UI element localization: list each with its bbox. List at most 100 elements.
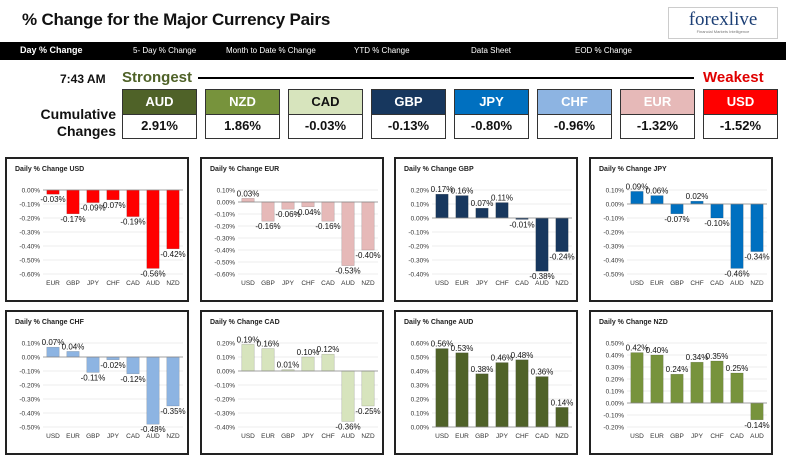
bar-aud [341, 370, 355, 422]
y-tick-label: 0.30% [606, 364, 625, 371]
data-label: 0.46% [491, 354, 514, 363]
data-label: 0.19% [237, 335, 260, 344]
nav-day-change[interactable]: Day % Change [20, 45, 83, 55]
y-tick-label: 0.00% [217, 368, 236, 375]
x-tick-label: CHF [515, 433, 528, 440]
data-label: -0.04% [295, 208, 320, 217]
data-label: 0.35% [706, 352, 729, 361]
currency-cumulative-value: -1.52% [703, 115, 778, 139]
bar-jpy [301, 356, 315, 372]
y-tick-label: -0.20% [408, 243, 429, 250]
currency-cumulative-value: -0.13% [371, 115, 446, 139]
currency-code: NZD [205, 89, 280, 115]
currency-code: CAD [288, 89, 363, 115]
page-title: % Change for the Major Currency Pairs [22, 10, 331, 29]
data-label: 0.16% [451, 187, 474, 196]
x-tick-label: USD [630, 280, 644, 287]
data-label: 0.10% [297, 348, 320, 357]
data-label: -0.35% [160, 407, 185, 416]
data-label: -0.42% [160, 250, 185, 259]
x-tick-label: GBP [281, 433, 295, 440]
bar-jpy [690, 361, 704, 404]
x-tick-label: NZD [361, 280, 375, 287]
y-tick-label: -0.40% [603, 257, 624, 264]
chart-title: Daily % Change NZD [599, 319, 668, 326]
bar-aud [146, 189, 160, 269]
bar-aud [730, 203, 744, 269]
nav-data-sheet[interactable]: Data Sheet [471, 46, 512, 55]
y-tick-label: 0.60% [411, 340, 430, 347]
y-tick-label: 0.10% [411, 410, 430, 417]
bar-jpy [495, 362, 509, 428]
x-tick-label: NZD [555, 433, 569, 440]
data-label: -0.07% [664, 215, 689, 224]
y-tick-label: -0.20% [214, 223, 235, 230]
y-tick-label: 0.00% [606, 201, 625, 208]
x-tick-label: GBP [475, 433, 489, 440]
chart-title: Daily % Change JPY [599, 166, 667, 173]
bar-usd [435, 193, 449, 219]
x-tick-label: GBP [670, 433, 684, 440]
chart-title: Daily % Change AUD [404, 319, 474, 326]
y-tick-label: 0.00% [22, 187, 41, 194]
currency-box-nzd: NZD 1.86% [205, 89, 280, 139]
data-label: 0.42% [626, 344, 649, 353]
y-tick-label: 0.10% [411, 201, 430, 208]
y-tick-label: -0.10% [19, 368, 40, 375]
x-tick-label: NZD [750, 280, 764, 287]
y-tick-label: 0.20% [217, 340, 236, 347]
x-tick-label: CHF [710, 433, 723, 440]
x-tick-label: GBP [261, 280, 275, 287]
y-tick-label: 0.00% [22, 354, 41, 361]
data-label: 0.34% [686, 353, 709, 362]
data-label: 0.24% [666, 365, 689, 374]
y-tick-label: -0.50% [603, 271, 624, 278]
y-tick-label: -0.10% [603, 412, 624, 419]
currency-cumulative-value: 2.91% [122, 115, 197, 139]
bar-nzd [361, 370, 375, 407]
y-tick-label: -0.50% [19, 257, 40, 264]
y-tick-label: -0.40% [214, 424, 235, 431]
nav-5day-change[interactable]: 5- Day % Change [133, 46, 197, 55]
data-label: -0.07% [100, 201, 125, 210]
data-label: -0.48% [140, 425, 165, 434]
x-tick-label: NZD [361, 433, 375, 440]
x-tick-label: CAD [535, 433, 549, 440]
currency-code: USD [703, 89, 778, 115]
chart-panel-8: Daily % Change NZD 0.50% 0.40% 0.30% 0.20% 0.… [589, 310, 773, 455]
bar-usd [435, 348, 449, 428]
nav-mtd-change[interactable]: Month to Date % Change [226, 46, 316, 55]
bar-cad [535, 376, 549, 428]
bar-jpy [475, 207, 489, 219]
data-label: 0.16% [257, 340, 280, 349]
y-tick-label: -0.30% [603, 243, 624, 250]
data-label: -0.10% [704, 219, 729, 228]
x-tick-label: EUR [46, 280, 60, 287]
x-tick-label: JPY [496, 433, 509, 440]
bar-chf [301, 201, 315, 208]
y-tick-label: -0.40% [214, 247, 235, 254]
forexlive-logo[interactable]: forexlive Financial Markets Intelligence [668, 7, 778, 39]
x-tick-label: CAD [126, 280, 140, 287]
bar-gbp [86, 356, 100, 373]
currency-cumulative-value: -1.32% [620, 115, 695, 139]
data-label: 0.01% [277, 361, 300, 370]
nav-ytd-change[interactable]: YTD % Change [354, 46, 410, 55]
x-tick-label: JPY [691, 433, 704, 440]
nav-eod-change[interactable]: EOD % Change [575, 46, 632, 55]
bar-aud [535, 217, 549, 272]
bar-cad [730, 372, 744, 404]
bar-usd [241, 198, 255, 203]
bar-gbp [261, 201, 275, 222]
data-label: -0.09% [80, 204, 105, 213]
bar-nzd [166, 189, 180, 250]
chart-panel-5: Daily % Change CHF 0.10% 0.00% -0.10% -0.20%… [5, 310, 189, 455]
data-label: 0.25% [726, 364, 749, 373]
currency-code: EUR [620, 89, 695, 115]
y-tick-label: -0.30% [214, 410, 235, 417]
data-label: -0.34% [744, 253, 769, 262]
x-tick-label: NZD [166, 433, 180, 440]
y-tick-label: -0.10% [603, 215, 624, 222]
bar-cad [321, 201, 335, 222]
bar-aud [750, 402, 764, 421]
